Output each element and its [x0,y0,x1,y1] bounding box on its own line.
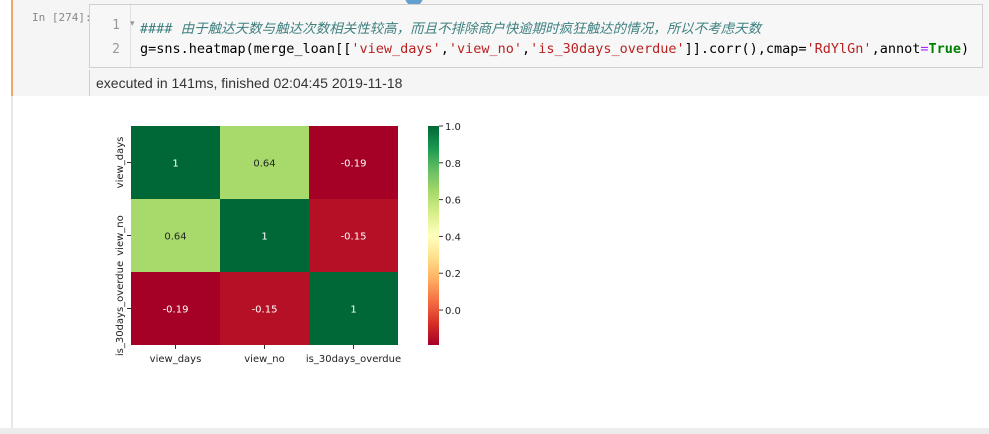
x-tick-label: view_days [150,354,202,365]
colorbar-tick-label: 0.0 [445,306,461,317]
heatmap-cell [131,126,220,199]
colorbar-tick-label: 0.4 [445,232,461,243]
heatmap-annotation: 0.64 [164,232,186,243]
toolbar-hint-icon [405,0,423,6]
y-tick-label: view_days [115,137,126,189]
fold-arrow-icon[interactable]: ▾ [130,19,135,29]
code-token: g=sns.heatmap(merge_loan[[ [140,41,352,57]
y-tick-label: view_no [115,215,126,255]
colorbar-tick-label: 0.8 [445,159,461,170]
code-token: , [440,41,449,57]
heatmap-annotation: -0.19 [341,159,367,170]
colorbar-tick-label: 1.0 [445,122,461,133]
execution-info: executed in 141ms, finished 02:04:45 201… [96,75,403,91]
exec-divider [89,70,90,96]
code-operator: = [920,41,929,57]
cell-selection-indicator [11,0,13,96]
heatmap-annotation: 1 [350,305,356,316]
heatmap-cell [131,199,220,272]
colorbar-tick-label: 0.6 [445,196,461,207]
heatmap-figure: 1 0.64 -0.19 0.64 1 -0.15 -0.19 -0.15 1 view_days… [115,122,461,365]
code-line-comment[interactable]: #### 由于触达天数与触达次数相关性较高，而且不排除商户快逾期时疯狂触达的情况… [140,21,762,37]
code-token: ,annot [871,41,921,57]
line-number-gutter: 1 2 [90,5,131,67]
code-token: ) [961,41,970,57]
cell-input-area[interactable]: In [274]: 1 2 ▾ #### 由于触达天数与触达次数相关性较高，而且… [11,0,989,96]
heatmap-cell [220,126,309,199]
heatmap-annotation: 1 [172,159,178,170]
heatmap-cell [309,126,398,199]
code-string: 'is_30days_overdue' [530,41,685,57]
y-tick-label: is_30days_overdue [115,261,126,356]
heatmap-cell [309,272,398,345]
cell-prompt: In [274]: [32,11,92,24]
heatmap-annotation: -0.15 [341,232,367,243]
code-string: 'view_no' [448,41,523,57]
x-tick-label: view_no [244,354,284,365]
heatmap-annotation: 0.64 [253,159,275,170]
code-string: 'RdYlGn' [806,41,872,57]
colorbar-tick-label: 0.2 [445,269,461,280]
code-keyword: True [928,41,961,57]
heatmap-annotation: -0.19 [163,305,189,316]
heatmap-annotation: -0.15 [252,305,278,316]
code-token: ]].corr(),cmap= [684,41,807,57]
heatmap-cell [131,272,220,345]
notebook-cell[interactable]: In [274]: 1 2 ▾ #### 由于触达天数与触达次数相关性较高，而且… [11,0,989,428]
x-tick-label: is_30days_overdue [306,354,401,365]
line-number: 2 [112,42,120,57]
heatmap-cell [220,199,309,272]
heatmap-cell [309,199,398,272]
code-token: , [522,41,531,57]
code-line-heatmap[interactable]: g=sns.heatmap(merge_loan[['view_days','v… [140,41,969,57]
heatmap-cell [220,272,309,345]
colorbar [428,126,439,345]
heatmap-annotation: 1 [261,232,267,243]
cell-bottom-border [0,428,989,434]
code-string: 'view_days' [351,41,441,57]
code-editor[interactable]: 1 2 ▾ #### 由于触达天数与触达次数相关性较高，而且不排除商户快逾期时疯… [89,4,983,68]
line-number: 1 [112,18,120,33]
